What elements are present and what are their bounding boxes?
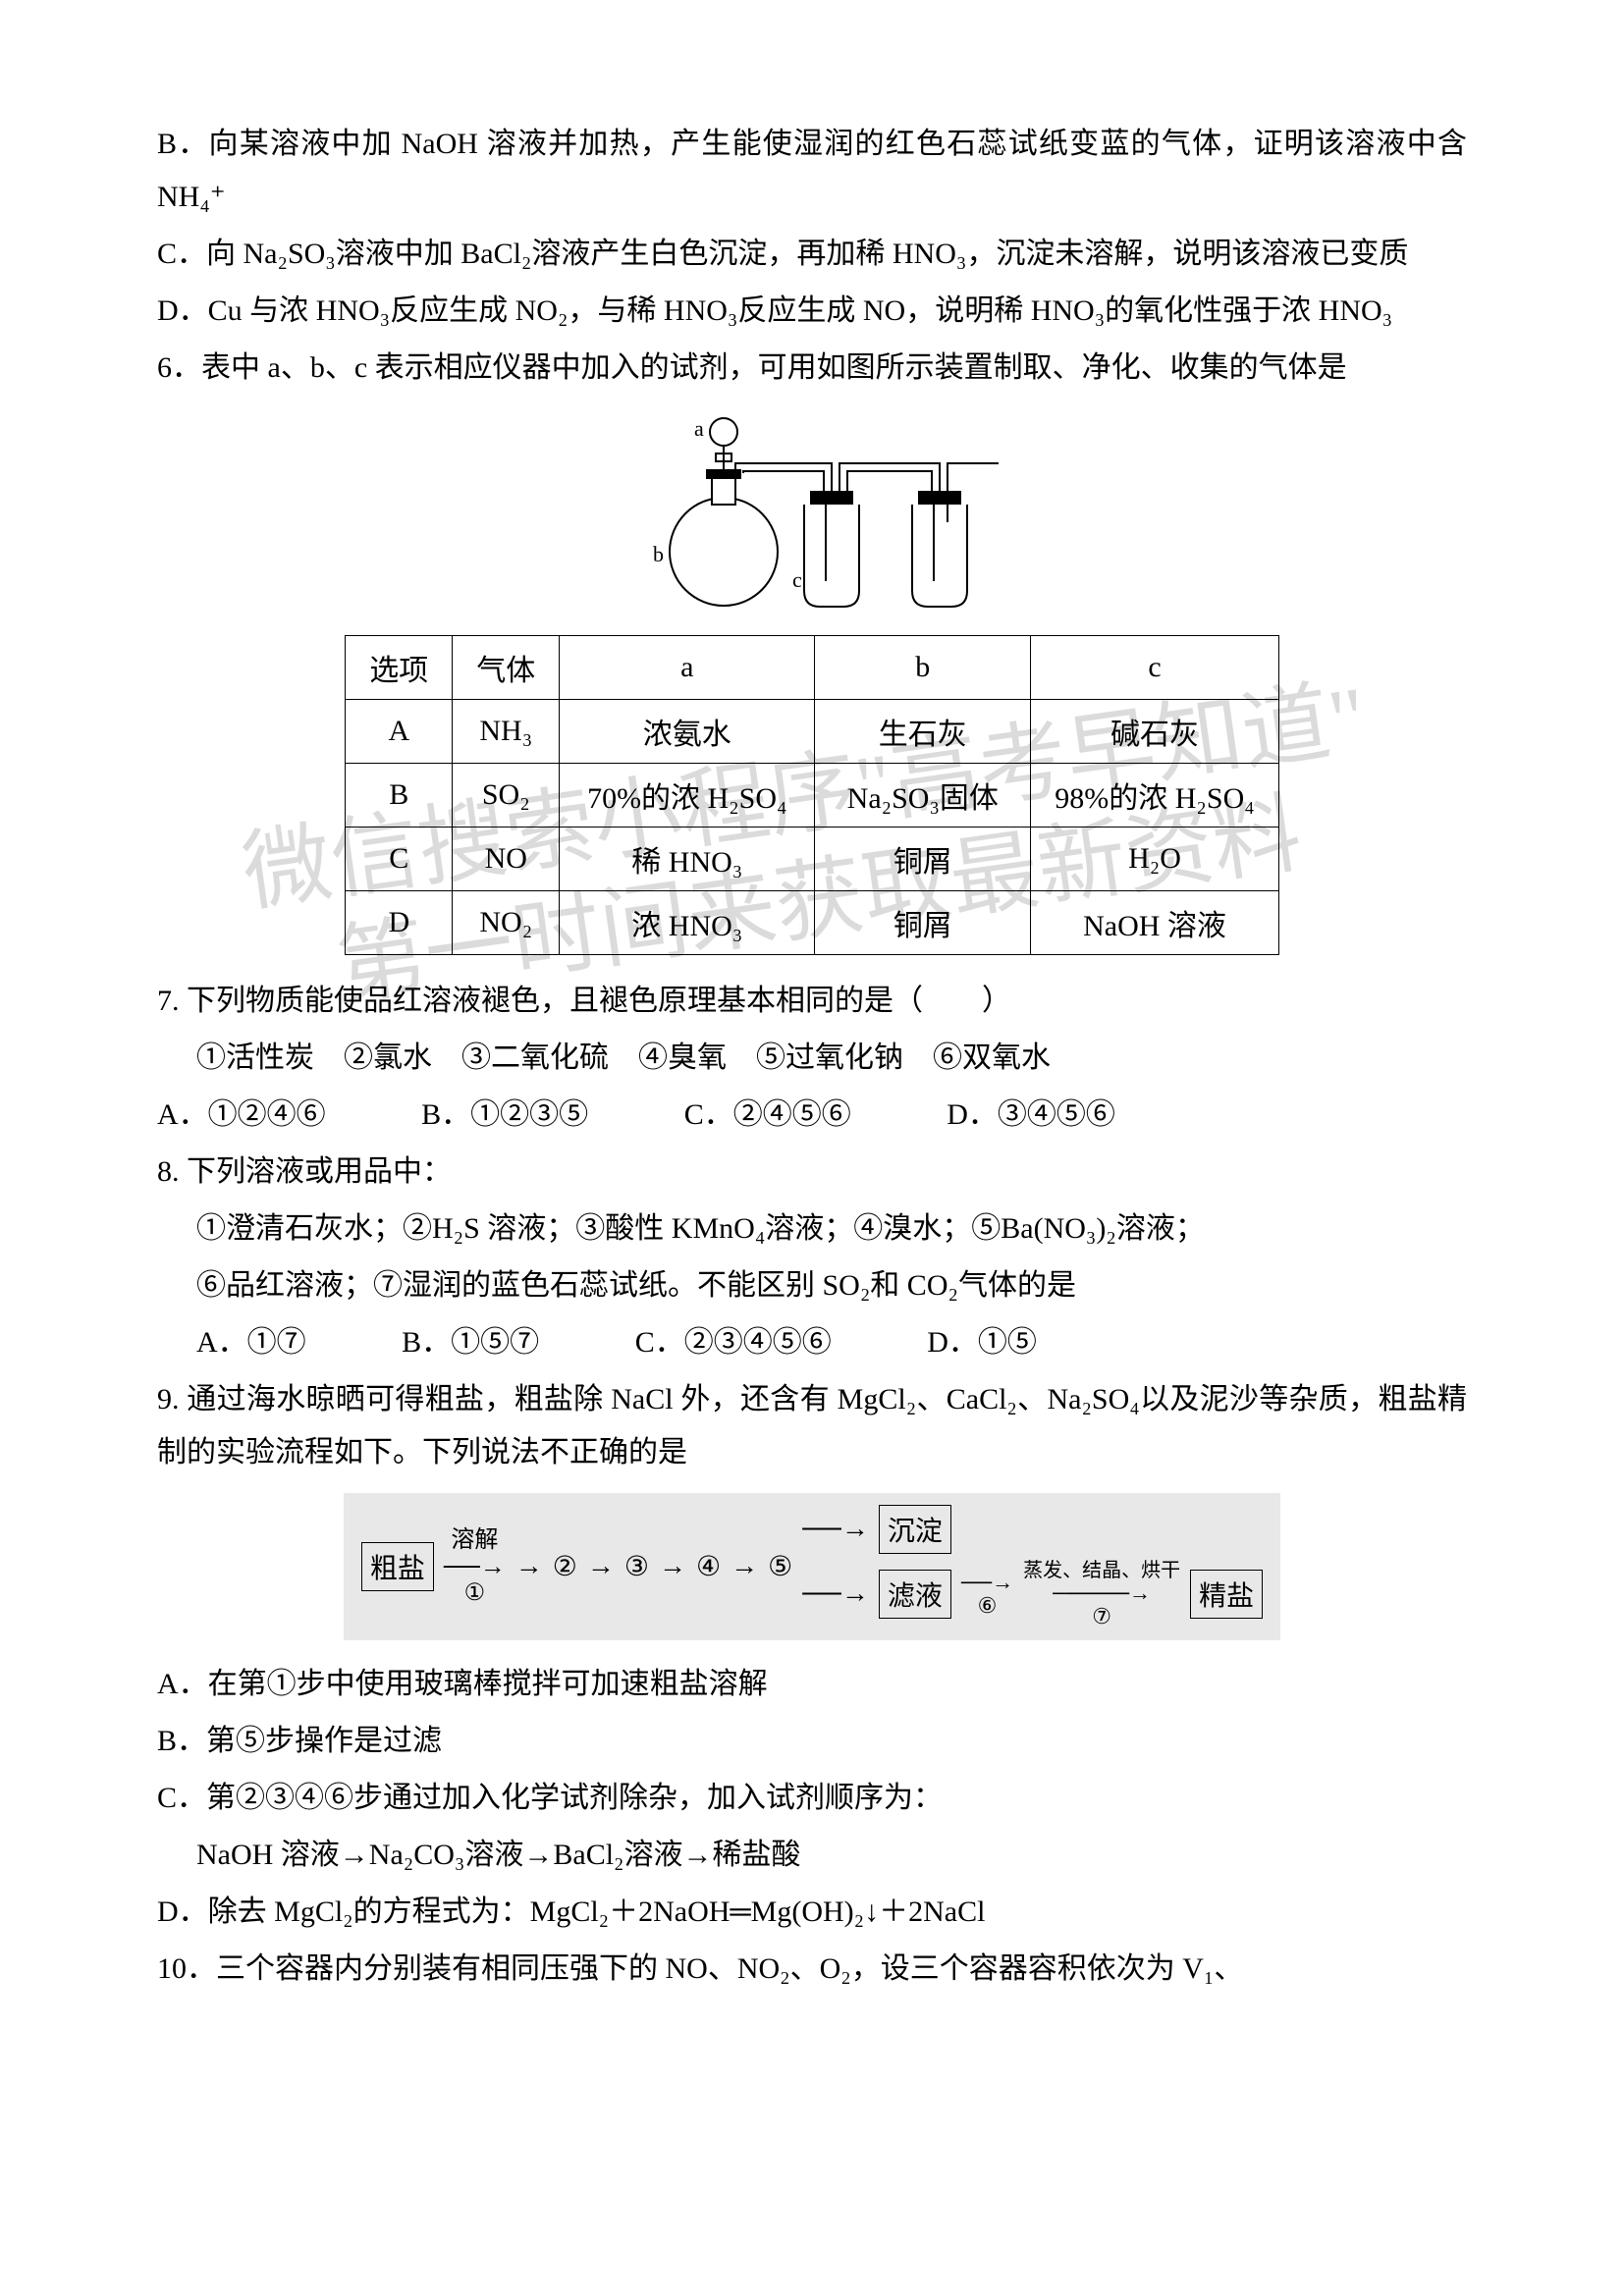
question-7-options: A．①②④⑥ B．①②③⑤ C．②④⑤⑥ D．③④⑤⑥	[157, 1089, 1467, 1142]
arrow-icon: →	[515, 1551, 543, 1582]
question-8: 8. 下列溶液或用品中：	[157, 1146, 1467, 1199]
option-b-text: B．向某溶液中加 NaOH 溶液并加热，产生能使湿润的红色石蕊试纸变蓝的气体，证…	[157, 118, 1467, 224]
apparatus-diagram: a b c	[157, 414, 1467, 625]
table-row: B SO₂ 70%的浓 H₂SO₄ Na₂SO₃固体 98%的浓 H₂SO₄	[346, 764, 1278, 828]
question-8-options: A．①⑦ B．①⑤⑦ C．②③④⑤⑥ D．①⑤	[157, 1316, 1467, 1369]
q8-opt-b: B．①⑤⑦	[402, 1326, 539, 1359]
flow-n4: ④	[696, 1550, 721, 1583]
flow-n5: ⑤	[768, 1550, 792, 1583]
flow-step1: 溶解 ──→ ①	[444, 1527, 506, 1607]
q7-opt-c: C．②④⑤⑥	[684, 1098, 851, 1131]
option-c-text: C．向 Na₂SO₃溶液中加 BaCl₂溶液产生白色沉淀，再加稀 HNO₃，沉淀…	[157, 228, 1467, 281]
q9-opt-b: B．第⑤步操作是过滤	[157, 1715, 1467, 1768]
question-6: 6．表中 a、b、c 表示相应仪器中加入的试剂，可用如图所示装置制取、净化、收集…	[157, 342, 1467, 395]
flow-branch: ──→ 沉淀 ──→ 滤液 ──→ ⑥ 蒸发、结晶、烘干 ─────→ ⑦	[802, 1505, 1263, 1629]
q9-opt-a: A．在第①步中使用玻璃棒搅拌可加速粗盐溶解	[157, 1658, 1467, 1711]
reagent-table-wrap: 选项 气体 a b c A NH₃ 浓氨水 生石灰 碱石灰 B SO₂ 70%的…	[157, 635, 1467, 955]
flow-n2: ②	[553, 1550, 577, 1583]
flow-diagram: 粗盐 溶解 ──→ ① → ② → ③ → ④ → ⑤ ──→ 沉淀 ──→ 滤	[344, 1493, 1280, 1640]
th-c: c	[1031, 636, 1278, 700]
table-header-row: 选项 气体 a b c	[346, 636, 1278, 700]
question-8-items2: ⑥品红溶液；⑦湿润的蓝色石蕊试纸。不能区别 SO₂和 CO₂气体的是	[157, 1259, 1467, 1312]
q9-opt-c2: NaOH 溶液→Na₂CO₃溶液→BaCl₂溶液→稀盐酸	[157, 1829, 1467, 1882]
q9-opt-c1: C．第②③④⑥步通过加入化学试剂除杂，加入试剂顺序为：	[157, 1772, 1467, 1825]
th-a: a	[560, 636, 815, 700]
table-row: C NO 稀 HNO₃ 铜屑 H₂O	[346, 828, 1278, 891]
diagram-label-a: a	[694, 416, 704, 441]
question-7: 7. 下列物质能使品红溶液褪色，且褪色原理基本相同的是（ ）	[157, 975, 1467, 1028]
diagram-label-c: c	[792, 567, 802, 592]
q8-opt-d: D．①⑤	[927, 1326, 1037, 1359]
th-gas: 气体	[453, 636, 560, 700]
q7-opt-d: D．③④⑤⑥	[947, 1098, 1115, 1131]
flow-start: 粗盐	[361, 1542, 434, 1591]
q7-opt-a: A．①②④⑥	[157, 1098, 326, 1131]
flow-diagram-wrap: 粗盐 溶解 ──→ ① → ② → ③ → ④ → ⑤ ──→ 沉淀 ──→ 滤	[157, 1493, 1467, 1640]
option-d-text: D．Cu 与浓 HNO₃反应生成 NO₂，与稀 HNO₃反应生成 NO，说明稀 …	[157, 285, 1467, 338]
th-option: 选项	[346, 636, 453, 700]
table-row: D NO₂ 浓 HNO₃ 铜屑 NaOH 溶液	[346, 891, 1278, 955]
q7-opt-b: B．①②③⑤	[421, 1098, 588, 1131]
q9-opt-d: D．除去 MgCl₂的方程式为：MgCl₂＋2NaOH═Mg(OH)₂↓＋2Na…	[157, 1886, 1467, 1939]
question-7-items: ①活性炭 ②氯水 ③二氧化硫 ④臭氧 ⑤过氧化钠 ⑥双氧水	[157, 1032, 1467, 1085]
table-row: A NH₃ 浓氨水 生石灰 碱石灰	[346, 700, 1278, 764]
diagram-label-b: b	[653, 542, 664, 566]
apparatus-svg: a b c	[596, 414, 1028, 620]
q8-opt-a: A．①⑦	[196, 1326, 306, 1359]
question-9: 9. 通过海水晾晒可得粗盐，粗盐除 NaCl 外，还含有 MgCl₂、CaCl₂…	[157, 1373, 1467, 1479]
question-8-items1: ①澄清石灰水；②H₂S 溶液；③酸性 KMnO₄溶液；④溴水；⑤Ba(NO₃)₂…	[157, 1202, 1467, 1255]
flow-n3: ③	[624, 1550, 649, 1583]
th-b: b	[815, 636, 1031, 700]
reagent-table: 选项 气体 a b c A NH₃ 浓氨水 生石灰 碱石灰 B SO₂ 70%的…	[345, 635, 1278, 955]
question-10: 10．三个容器内分别装有相同压强下的 NO、NO₂、O₂，设三个容器容积依次为 …	[157, 1943, 1467, 1996]
q8-opt-c: C．②③④⑤⑥	[635, 1326, 832, 1359]
